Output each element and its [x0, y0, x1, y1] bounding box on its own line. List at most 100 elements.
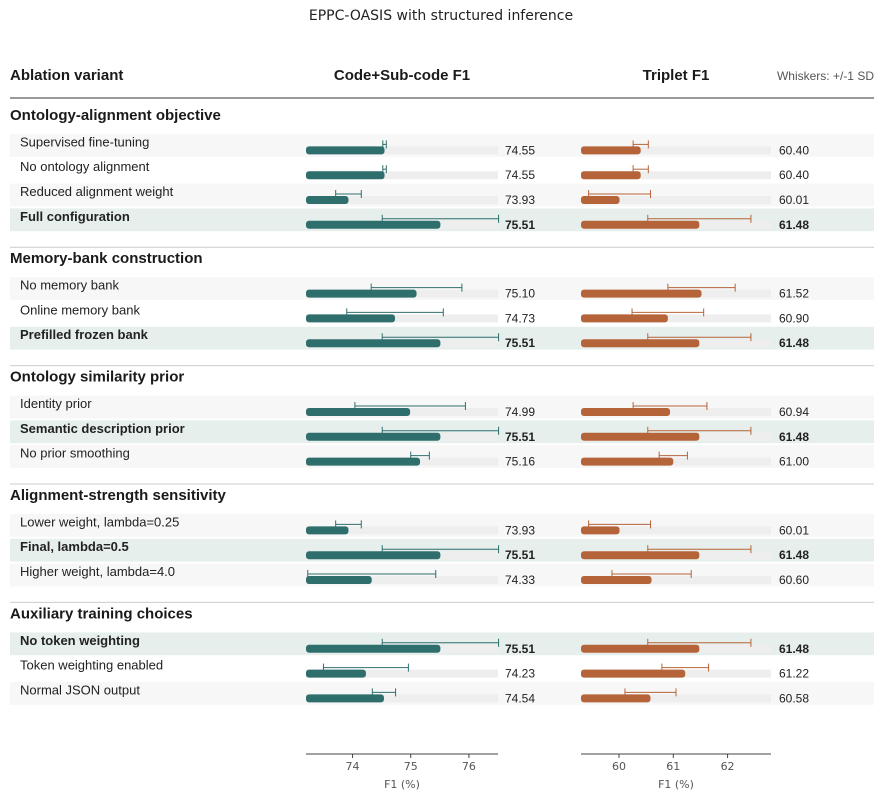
code-bar [306, 526, 349, 535]
triplet-bar [581, 196, 620, 204]
row-label: No prior smoothing [20, 446, 130, 461]
code-bar [306, 220, 441, 229]
triplet-tick-label: 62 [721, 760, 735, 773]
triplet-track [581, 171, 771, 180]
triplet-value-label: 60.40 [779, 168, 809, 182]
triplet-bar [581, 408, 671, 416]
whisker-note: Whiskers: +/-1 SD [777, 69, 874, 83]
row-label: Token weighting enabled [20, 658, 163, 673]
code-value-label: 75.10 [505, 287, 535, 301]
row-label: Final, lambda=0.5 [20, 539, 129, 554]
code-bar [306, 314, 396, 323]
triplet-bar [581, 694, 651, 703]
code-bar [306, 694, 384, 703]
code-bar [306, 432, 441, 441]
triplet-bar [581, 314, 668, 323]
code-bar [306, 576, 372, 584]
triplet-track [581, 314, 771, 323]
triplet-panel-title: Triplet F1 [643, 67, 710, 84]
code-bar [306, 551, 441, 560]
row-label: No ontology alignment [20, 159, 150, 174]
row-label: Lower weight, lambda=0.25 [20, 514, 179, 529]
triplet-value-label: 61.48 [779, 218, 809, 232]
triplet-value-label: 61.48 [779, 642, 809, 656]
triplet-track [581, 457, 771, 466]
code-bar [306, 669, 366, 678]
code-value-label: 74.99 [505, 405, 535, 419]
group-title: Auxiliary training choices [10, 605, 193, 622]
triplet-track [581, 526, 771, 535]
code-value-label: 75.16 [505, 455, 535, 469]
triplet-value-label: 60.60 [779, 573, 809, 587]
code-track [306, 694, 498, 703]
chart-body: Ontology-alignment objective Supervised f… [10, 107, 874, 791]
code-value-label: 74.23 [505, 667, 535, 681]
code-tick-label: 75 [404, 760, 418, 773]
triplet-value-label: 60.90 [779, 311, 809, 325]
code-panel-title: Code+Sub-code F1 [334, 67, 470, 84]
code-value-label: 74.73 [505, 311, 535, 325]
code-value-label: 75.51 [505, 430, 535, 444]
group-title: Alignment-strength sensitivity [10, 487, 227, 504]
group-title: Memory-bank construction [10, 250, 203, 267]
triplet-value-label: 61.00 [779, 455, 809, 469]
code-value-label: 74.54 [505, 691, 535, 705]
code-value-label: 74.33 [505, 573, 535, 587]
row-label: Identity prior [20, 396, 92, 411]
triplet-bar [581, 526, 620, 535]
triplet-bar [581, 171, 641, 180]
triplet-value-label: 60.58 [779, 691, 809, 705]
triplet-track [581, 694, 771, 703]
row-label: No token weighting [20, 633, 140, 648]
row-label: Online memory bank [20, 302, 140, 317]
code-bar [306, 196, 349, 204]
code-value-label: 75.51 [505, 336, 535, 350]
triplet-value-label: 60.40 [779, 143, 809, 157]
triplet-x-axis-label: F1 (%) [658, 778, 694, 791]
code-value-label: 75.51 [505, 548, 535, 562]
triplet-bar [581, 669, 686, 678]
code-bar [306, 644, 441, 653]
triplet-value-label: 61.48 [779, 430, 809, 444]
triplet-track [581, 408, 771, 416]
row-label: Prefilled frozen bank [20, 327, 149, 342]
code-value-label: 74.55 [505, 168, 535, 182]
code-bar [306, 171, 385, 180]
group-title: Ontology-alignment objective [10, 107, 221, 124]
code-value-label: 75.51 [505, 642, 535, 656]
triplet-value-label: 61.48 [779, 336, 809, 350]
group-title: Ontology similarity prior [10, 369, 184, 386]
variant-column-header: Ablation variant [10, 67, 123, 84]
row-label: No memory bank [20, 278, 119, 293]
code-bar [306, 146, 385, 155]
triplet-value-label: 60.01 [779, 523, 809, 537]
chart-title: EPPC-OASIS with structured inference [309, 8, 573, 24]
triplet-bar [581, 432, 700, 441]
code-bar [306, 408, 411, 416]
code-track [306, 669, 498, 678]
code-track [306, 146, 498, 155]
code-bar [306, 457, 421, 466]
row-label: Semantic description prior [20, 421, 185, 436]
code-track [306, 576, 498, 584]
triplet-bar [581, 551, 700, 560]
code-value-label: 73.93 [505, 193, 535, 207]
code-bar [306, 339, 441, 348]
code-tick-label: 74 [346, 760, 360, 773]
triplet-bar [581, 576, 652, 584]
triplet-value-label: 61.52 [779, 287, 809, 301]
triplet-bar [581, 220, 700, 229]
code-track [306, 314, 498, 323]
row-label: Reduced alignment weight [20, 184, 174, 199]
triplet-value-label: 61.48 [779, 548, 809, 562]
row-label: Full configuration [20, 209, 130, 224]
code-x-axis-label: F1 (%) [384, 778, 420, 791]
triplet-tick-label: 60 [612, 760, 626, 773]
triplet-track [581, 146, 771, 155]
code-value-label: 73.93 [505, 523, 535, 537]
triplet-track [581, 196, 771, 204]
code-value-label: 74.55 [505, 143, 535, 157]
code-track [306, 526, 498, 535]
code-bar [306, 289, 417, 298]
